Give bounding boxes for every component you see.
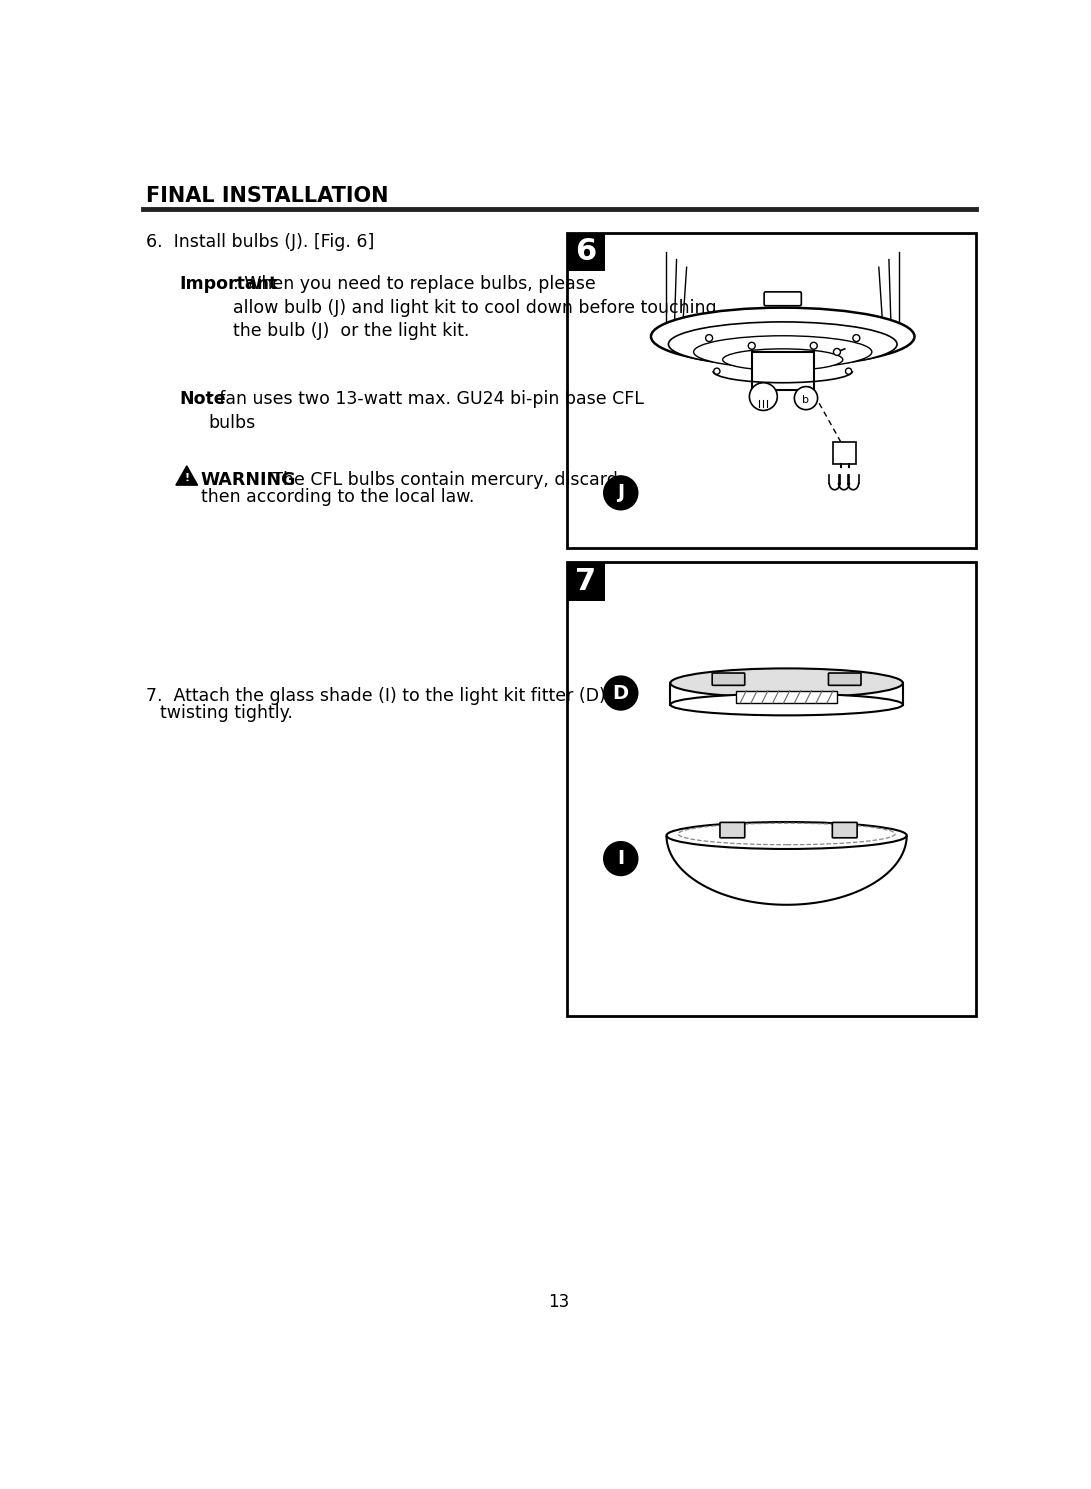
- Ellipse shape: [651, 308, 914, 365]
- Text: 6.  Install bulbs (J). [Fig. 6]: 6. Install bulbs (J). [Fig. 6]: [146, 232, 374, 250]
- Ellipse shape: [670, 694, 903, 715]
- Text: D: D: [613, 683, 628, 703]
- Bar: [566, 232, 975, 548]
- Text: WARNING: WARNING: [201, 472, 296, 490]
- Circle shape: [853, 335, 860, 341]
- FancyBboxPatch shape: [720, 822, 745, 838]
- Text: then according to the local law.: then according to the local law.: [201, 488, 475, 506]
- Ellipse shape: [722, 348, 842, 371]
- Circle shape: [706, 335, 712, 341]
- Bar: [752, 351, 814, 390]
- Circle shape: [603, 841, 638, 876]
- Ellipse shape: [694, 335, 872, 368]
- Text: FINAL INSTALLATION: FINAL INSTALLATION: [146, 186, 388, 207]
- Polygon shape: [176, 466, 197, 485]
- Bar: [566, 232, 606, 271]
- Circle shape: [834, 348, 840, 356]
- Circle shape: [748, 342, 755, 350]
- Circle shape: [750, 383, 777, 411]
- Circle shape: [811, 342, 817, 350]
- Bar: [566, 563, 606, 600]
- Text: 7: 7: [575, 567, 597, 596]
- Text: 6: 6: [575, 237, 597, 267]
- Bar: [736, 691, 837, 703]
- Text: : fan uses two 13-watt max. GU24 bi-pin base CFL
bulbs: : fan uses two 13-watt max. GU24 bi-pin …: [208, 390, 645, 432]
- Text: 7.  Attach the glass shade (I) to the light kit fitter (D) by: 7. Attach the glass shade (I) to the lig…: [146, 686, 633, 704]
- Ellipse shape: [667, 822, 907, 849]
- Circle shape: [794, 387, 817, 409]
- FancyBboxPatch shape: [832, 822, 858, 838]
- Text: !: !: [184, 474, 190, 484]
- Ellipse shape: [670, 669, 903, 698]
- FancyBboxPatch shape: [712, 673, 745, 685]
- Text: b: b: [803, 395, 810, 405]
- Text: Note: Note: [179, 390, 226, 408]
- Text: J: J: [618, 484, 624, 502]
- Circle shape: [714, 368, 720, 374]
- FancyBboxPatch shape: [828, 673, 861, 685]
- Polygon shape: [667, 835, 907, 905]
- Circle shape: [603, 676, 638, 710]
- Bar: [670, 683, 903, 704]
- Ellipse shape: [669, 322, 897, 366]
- Text: twisting tightly.: twisting tightly.: [159, 704, 292, 722]
- Text: : When you need to replace bulbs, please
allow bulb (J) and light kit to cool do: : When you need to replace bulbs, please…: [233, 275, 717, 339]
- Text: 13: 13: [549, 1294, 570, 1312]
- Text: I: I: [618, 849, 624, 868]
- Circle shape: [846, 368, 852, 374]
- Text: : The CFL bulbs contain mercury, discard: : The CFL bulbs contain mercury, discard: [261, 472, 618, 490]
- FancyBboxPatch shape: [764, 292, 801, 305]
- Circle shape: [603, 476, 638, 509]
- Text: Important: Important: [179, 275, 277, 293]
- Bar: [566, 563, 975, 1017]
- Bar: [834, 442, 856, 463]
